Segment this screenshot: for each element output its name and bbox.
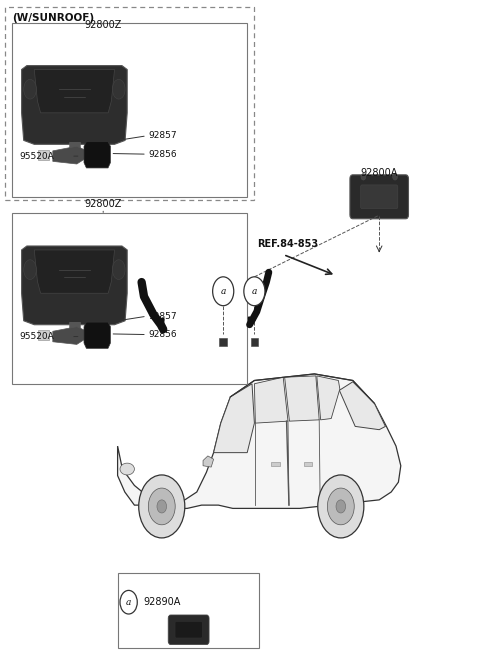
- Polygon shape: [339, 382, 385, 430]
- Polygon shape: [118, 374, 401, 508]
- FancyBboxPatch shape: [168, 615, 209, 644]
- Polygon shape: [34, 250, 115, 293]
- Bar: [38, 330, 49, 340]
- Text: 92857: 92857: [149, 131, 178, 140]
- Text: a: a: [220, 287, 226, 296]
- Polygon shape: [317, 376, 340, 420]
- Circle shape: [157, 500, 167, 513]
- Bar: [304, 462, 312, 466]
- Ellipse shape: [120, 463, 134, 475]
- Text: REF.84-853: REF.84-853: [257, 239, 318, 249]
- Bar: [38, 150, 49, 160]
- Polygon shape: [53, 327, 84, 344]
- Bar: [69, 142, 80, 148]
- Polygon shape: [214, 384, 254, 453]
- Polygon shape: [285, 376, 319, 421]
- FancyBboxPatch shape: [360, 185, 398, 209]
- Bar: [12, 23, 247, 197]
- Text: 92856: 92856: [149, 150, 178, 159]
- Circle shape: [318, 475, 364, 538]
- Polygon shape: [34, 70, 115, 113]
- Text: 95520A: 95520A: [19, 332, 54, 341]
- Polygon shape: [203, 456, 214, 467]
- Circle shape: [120, 590, 137, 614]
- Text: 92890A: 92890A: [143, 597, 180, 607]
- Bar: [5, 7, 254, 200]
- Bar: [12, 213, 247, 384]
- Bar: [69, 322, 80, 329]
- Text: 92800Z: 92800Z: [84, 199, 122, 209]
- Ellipse shape: [112, 79, 125, 99]
- Ellipse shape: [24, 79, 36, 99]
- Polygon shape: [53, 146, 84, 164]
- Circle shape: [139, 475, 185, 538]
- Circle shape: [336, 500, 346, 513]
- Circle shape: [393, 174, 397, 180]
- Polygon shape: [22, 66, 127, 144]
- Text: a: a: [252, 287, 257, 296]
- Text: 92800Z: 92800Z: [84, 20, 122, 30]
- Circle shape: [244, 277, 265, 306]
- Text: 92800A: 92800A: [360, 169, 398, 178]
- Text: 92856: 92856: [149, 330, 178, 339]
- Text: 92857: 92857: [149, 312, 178, 321]
- Polygon shape: [84, 322, 110, 348]
- Circle shape: [213, 277, 234, 306]
- Text: a: a: [126, 598, 132, 607]
- Bar: [219, 338, 227, 346]
- Polygon shape: [84, 142, 110, 168]
- Bar: [118, 573, 259, 648]
- Circle shape: [148, 488, 175, 525]
- Circle shape: [361, 174, 366, 180]
- Circle shape: [327, 488, 354, 525]
- Ellipse shape: [112, 260, 125, 279]
- Ellipse shape: [24, 260, 36, 279]
- FancyBboxPatch shape: [350, 174, 408, 219]
- Bar: [271, 462, 280, 466]
- Polygon shape: [22, 246, 127, 325]
- FancyBboxPatch shape: [175, 622, 202, 638]
- Text: 95520A: 95520A: [19, 152, 54, 161]
- Text: (W/SUNROOF): (W/SUNROOF): [12, 13, 94, 23]
- Bar: [251, 338, 258, 346]
- Polygon shape: [254, 377, 288, 423]
